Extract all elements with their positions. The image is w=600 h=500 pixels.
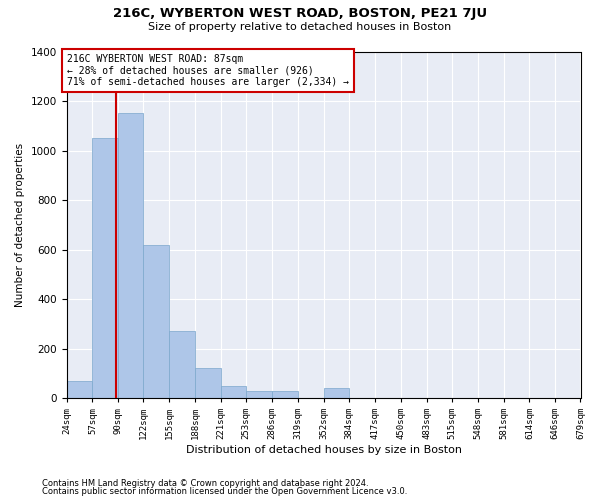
Bar xyxy=(246,390,272,398)
Bar xyxy=(118,114,143,398)
Bar xyxy=(221,386,246,398)
Bar xyxy=(169,332,195,398)
Bar xyxy=(143,244,169,398)
Text: 216C, WYBERTON WEST ROAD, BOSTON, PE21 7JU: 216C, WYBERTON WEST ROAD, BOSTON, PE21 7… xyxy=(113,8,487,20)
Bar xyxy=(272,390,298,398)
Text: 216C WYBERTON WEST ROAD: 87sqm
← 28% of detached houses are smaller (926)
71% of: 216C WYBERTON WEST ROAD: 87sqm ← 28% of … xyxy=(67,54,349,87)
X-axis label: Distribution of detached houses by size in Boston: Distribution of detached houses by size … xyxy=(185,445,461,455)
Bar xyxy=(67,381,92,398)
Bar xyxy=(324,388,349,398)
Text: Contains HM Land Registry data © Crown copyright and database right 2024.: Contains HM Land Registry data © Crown c… xyxy=(42,478,368,488)
Text: Size of property relative to detached houses in Boston: Size of property relative to detached ho… xyxy=(148,22,452,32)
Y-axis label: Number of detached properties: Number of detached properties xyxy=(15,143,25,307)
Bar xyxy=(92,138,118,398)
Text: Contains public sector information licensed under the Open Government Licence v3: Contains public sector information licen… xyxy=(42,487,407,496)
Bar xyxy=(195,368,221,398)
